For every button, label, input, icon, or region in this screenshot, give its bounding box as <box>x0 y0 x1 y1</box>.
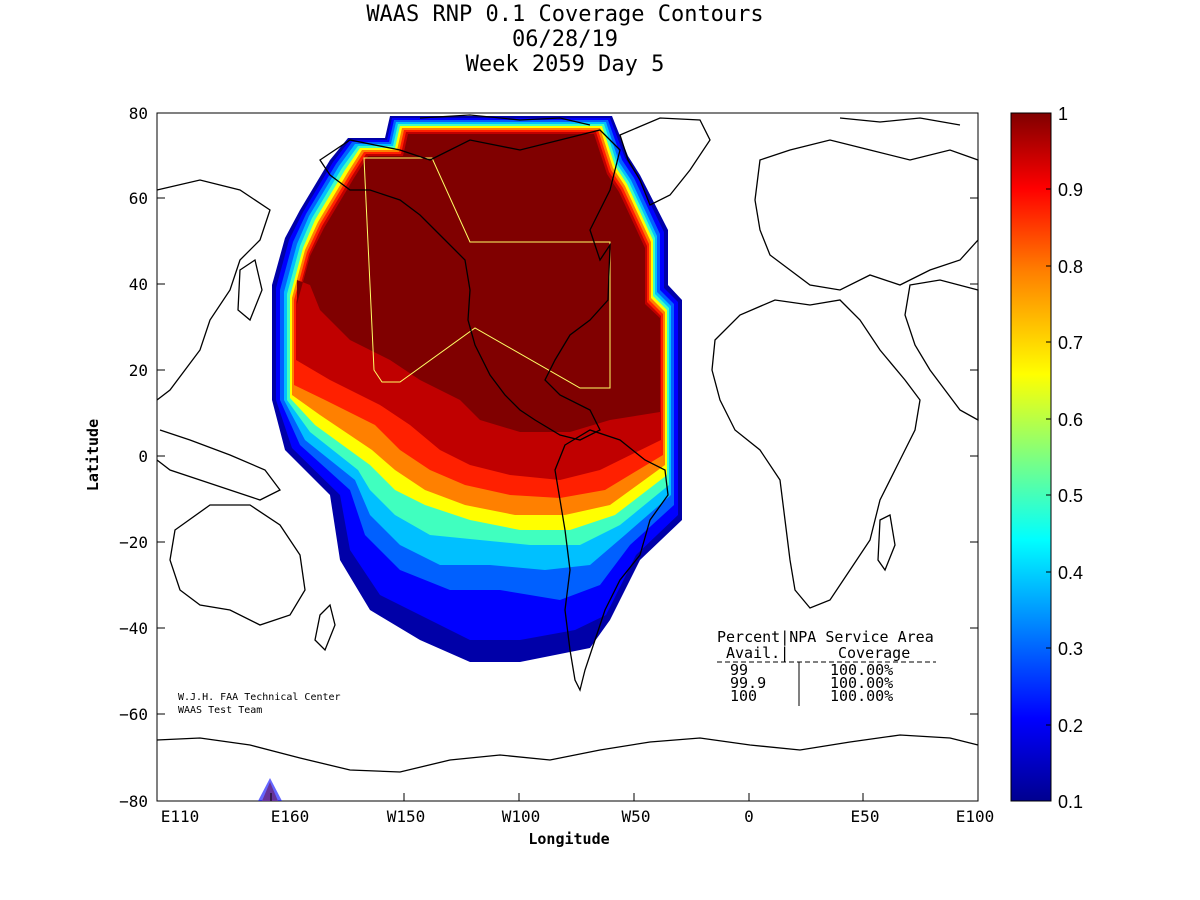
colorbar-tick-label: 0.8 <box>1058 257 1083 277</box>
x-tick-label: W150 <box>387 807 426 826</box>
antarctica-coastline <box>156 734 979 773</box>
coverage-band-1-0 <box>297 134 660 432</box>
x-tick-label: W50 <box>622 807 651 826</box>
colorbar-tick-label: 0.6 <box>1058 410 1083 430</box>
availability-table: Percent|NPA Service Area Avail.| Coverag… <box>717 628 936 706</box>
y-tick-label: −80 <box>119 792 148 811</box>
colorbar-tick-labels: 1 0.9 0.8 0.7 0.6 0.5 0.4 0.3 0.2 0.1 <box>1058 104 1083 812</box>
table-header-1: Percent|NPA Service Area <box>717 628 934 646</box>
y-tick-label: −20 <box>119 533 148 552</box>
table-header-coverage: Coverage <box>838 644 910 662</box>
arctic-islands-coastline <box>419 114 591 126</box>
axis-ticks <box>156 112 979 801</box>
asia-east-coastline <box>904 279 979 422</box>
colorbar-ticks <box>1046 112 1051 802</box>
colorbar-tick-label: 0.9 <box>1058 180 1083 200</box>
chart-title-line-3: Week 2059 Day 5 <box>465 52 665 77</box>
colorbar-tick-label: 0.2 <box>1058 716 1083 736</box>
colorbar-tick-label: 1 <box>1058 104 1068 124</box>
y-axis-label: Latitude <box>84 419 102 491</box>
australia-coastline <box>169 504 306 626</box>
y-tick-label: 60 <box>129 189 148 208</box>
europe-coastline <box>754 139 979 291</box>
y-tick-label: −40 <box>119 619 148 638</box>
y-tick-label: 40 <box>129 275 148 294</box>
x-tick-labels: E110 E160 W150 W100 W50 0 E50 E100 <box>161 807 995 826</box>
table-row-avail: 100 <box>730 687 757 705</box>
x-tick-label: E110 <box>161 807 200 826</box>
x-axis-label: Longitude <box>528 830 609 848</box>
table-header-avail: Avail.| <box>726 644 789 662</box>
colorbar <box>1010 112 1052 802</box>
table-row-avail: 99 <box>730 661 748 679</box>
x-tick-label: E50 <box>851 807 880 826</box>
y-tick-label: −60 <box>119 705 148 724</box>
x-tick-label: E160 <box>271 807 310 826</box>
credit-line-2: WAAS Test Team <box>178 705 262 716</box>
coverage-contours <box>258 116 682 801</box>
colorbar-tick-label: 0.7 <box>1058 333 1083 353</box>
x-tick-label: 0 <box>744 807 754 826</box>
greenland-coastline <box>619 117 711 206</box>
south-america-coastline <box>554 429 669 692</box>
madagascar-coastline <box>877 514 896 572</box>
se-asia-islands <box>156 429 281 501</box>
x-tick-label: W100 <box>502 807 541 826</box>
colorbar-tick-label: 0.3 <box>1058 639 1083 659</box>
x-tick-label: E100 <box>956 807 995 826</box>
table-row-coverage: 100.00% <box>830 687 893 705</box>
new-zealand-coastline <box>314 603 336 652</box>
colorbar-tick-label: 0.4 <box>1058 563 1083 583</box>
y-tick-label: 20 <box>129 361 148 380</box>
coastlines <box>156 114 979 773</box>
colorbar-tick-label: 0.1 <box>1058 792 1083 812</box>
north-america-coastline <box>319 129 621 441</box>
asia-west-coastline <box>156 179 271 401</box>
npa-service-area-outline <box>363 157 611 389</box>
credit-line-1: W.J.H. FAA Technical Center <box>178 692 341 703</box>
table-row-coverage: 100.00% <box>830 674 893 692</box>
colorbar-tick-label: 0.5 <box>1058 486 1083 506</box>
y-tick-label: 0 <box>138 447 148 466</box>
chart-title-line-1: WAAS RNP 0.1 Coverage Contours <box>366 2 764 27</box>
table-row-avail: 99.9 <box>730 674 766 692</box>
y-tick-labels: 80 60 40 20 0 −20 −40 −60 −80 <box>119 104 148 811</box>
chart-title-line-2: 06/28/19 <box>512 27 618 52</box>
africa-coastline <box>711 299 921 609</box>
y-tick-label: 80 <box>129 104 148 123</box>
table-row-coverage: 100.00% <box>830 661 893 679</box>
japan-coastline <box>237 258 263 322</box>
